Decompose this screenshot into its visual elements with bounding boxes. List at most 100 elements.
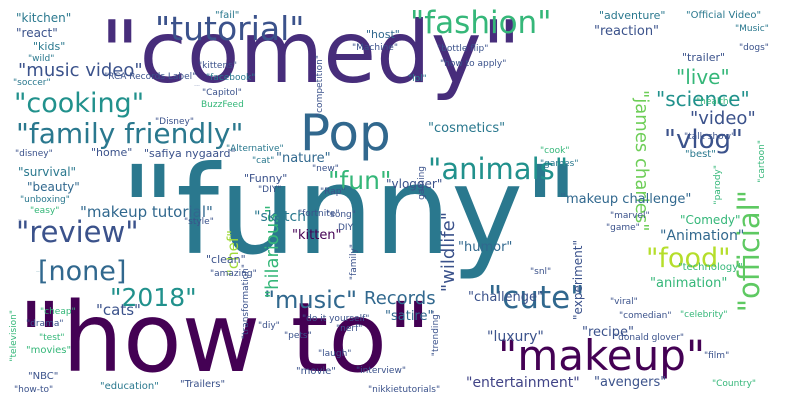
word-trailers: "Trailers" [180,379,226,390]
word-drama: "drama" [26,319,64,329]
word-comedy-cap: "Comedy" [680,213,741,227]
word-amazing: "amazing" [210,269,257,279]
word-wildlife: "wildlife" [438,212,459,293]
word-new: "new" [312,164,339,174]
word-dogs: "dogs" [739,43,769,53]
word-reaction: "reaction" [594,24,660,39]
word-review: "review" [16,215,139,249]
word-diy-lower: "diy" [258,321,280,331]
word-games: "games" [540,159,579,169]
word-family: "family" [349,244,359,281]
word-satire: "satire" [385,309,434,324]
word-beauty: "beauty" [27,180,80,194]
word-makeup-challenge: "makeup challenge" [560,192,692,207]
word-makeup-tutorial: "makeup tutorial" [80,203,213,221]
word-challenge: "challenge" [468,290,544,305]
word-lol: "lol" [408,74,427,84]
word-health: "health" [696,97,733,107]
word-luxury: "luxury" [487,329,544,345]
word-kids: "kids" [33,40,66,53]
word-clean: "clean" [206,253,246,266]
word-animals: "animals" [428,152,569,186]
word-diy: DIY [338,223,354,233]
word-animation-cap: "Animation" [660,228,745,244]
word-competition: "competition" [315,55,325,118]
word-nature: "nature" [276,151,331,166]
word-james-charles: "james charles" [631,90,652,232]
word-kittens: "kittens" [198,61,237,71]
word-adventure: "adventure" [599,9,666,22]
word-movies: "movies" [26,345,72,356]
word-official: "official" [732,190,766,313]
word-marvel: "marvel" [610,211,650,221]
word-kitchen: "kitchen" [16,11,72,25]
word-wild: "wild" [28,54,55,64]
word-music-video: "music video" [18,60,143,81]
word-diy-cap: "DIY" [258,185,282,195]
word-tricks: "tricks" [18,220,22,221]
word-survival: "survival" [18,165,77,179]
word-sketch: "sketch" [254,209,313,225]
word-parody: "parody" [713,165,723,205]
word-vlogger: "vlogger" [386,177,443,191]
word-makeup: "makeup" [498,331,706,380]
word-snl: "snl" [530,267,552,277]
word-style: "style" [184,217,214,227]
word-cheap: "cheap" [40,307,76,317]
word-easy: "easy" [30,206,60,216]
word-pets: "pets" [284,331,312,341]
word-food: "food" [646,243,731,274]
word-unboxing: "unboxing" [20,195,70,205]
word-how-to-hyphen: "how-to" [14,385,54,395]
word-alternative: "Alternative" [226,144,284,154]
word-how-to-apply: "how to apply" [440,59,507,69]
word-react: "react" [16,26,58,40]
word-talk-show: "talk show" [684,132,736,142]
word-nikkietutorials: "nikkietutorials" [368,385,441,395]
word-none: [none] [38,256,127,287]
word-home: "home" [91,146,133,159]
word-tutorial: "tutorial" [155,9,305,48]
word-trending: "trending" [431,310,441,357]
word-film: "film" [704,351,730,361]
word-family-friendly: "family friendly" [16,117,244,150]
word-how-to: "how to" [18,282,432,394]
word-laugh: "laugh" [318,349,352,359]
word-country: "Country" [712,379,757,389]
word-best: "best" [685,149,716,160]
word-music: "music" [264,286,358,314]
word-nerf: "nerf" [336,324,363,334]
word-music-cap: "Music" [735,24,769,34]
word-funny: "funny" [120,140,580,282]
word-rca-records-label: "RCA Records Label" [104,72,197,82]
word-cute: "cute" [488,280,585,316]
word-animation: "animation" [650,276,728,291]
word-song: "song" [326,210,356,220]
word-safiya-nygaard: "safiya nygaard" [144,147,236,160]
word-disney: "disney" [15,149,53,159]
word-game: "game" [606,223,640,233]
word-funny-cap: "Funny" [244,172,288,185]
word-cooking: "cooking" [14,88,145,119]
word-machine: "Machine" [352,43,398,53]
word-pop: Pop [300,104,391,162]
word-entertainment: "entertainment" [466,375,580,391]
word-rap: "Rap" [320,187,346,197]
word-disney-cap: "Disney" [155,117,194,127]
word-comedy: "comedy" [100,3,522,103]
word-trailer: "trailer" [682,51,726,64]
word-television: "television" [9,310,19,362]
word-gaming: gaming [417,166,427,200]
word-movie: "movie" [296,366,336,377]
word-viral: "viral" [610,297,638,307]
word-do-it-yourself: "do it yourself" [302,314,370,324]
word-records: Records [364,288,436,309]
word-experiment: "experiment" [571,240,585,320]
word-cosmetics: "cosmetics" [428,121,506,136]
word-interview: "interview" [356,366,406,376]
word-science: "science" [656,87,750,111]
word-avengers: "avengers" [594,375,667,390]
word-live: "live" [676,65,730,89]
word-fortnite: "fortnite" [298,209,340,219]
word-technology: "technology" [678,262,743,273]
